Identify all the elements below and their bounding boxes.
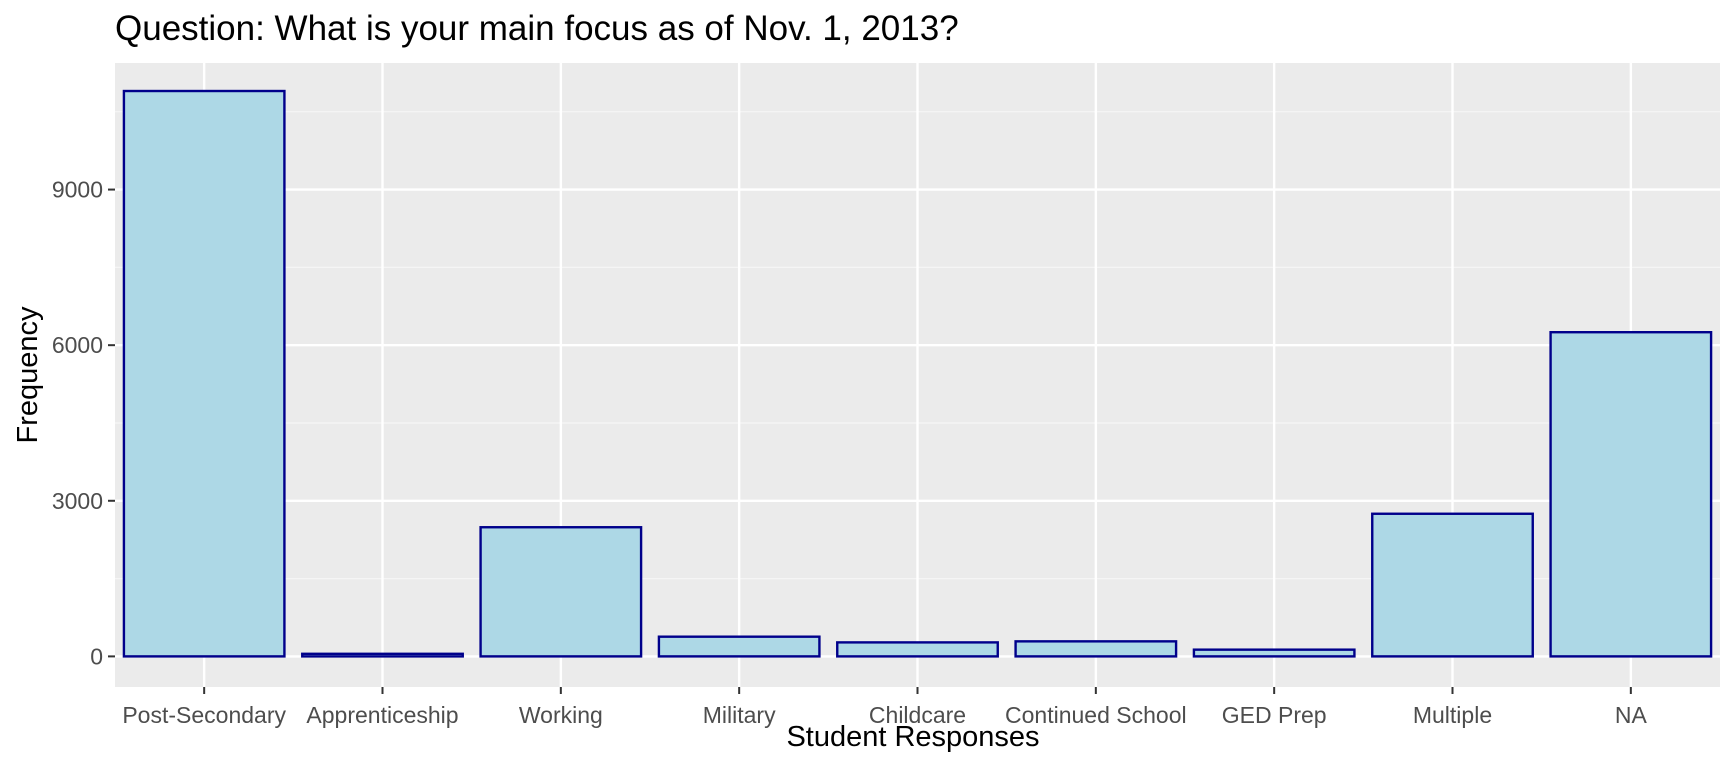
x-tick-label: NA	[1615, 702, 1648, 728]
x-axis-title: Student Responses	[786, 721, 1039, 753]
x-tick-label: Post-Secondary	[122, 702, 286, 728]
y-tick-label: 9000	[52, 177, 103, 203]
x-tick-label: Military	[703, 702, 776, 728]
bar-ged-prep	[1192, 648, 1356, 658]
bar-na	[1549, 331, 1713, 658]
x-tick-label: Childcare	[869, 702, 966, 728]
bar-childcare	[836, 641, 999, 658]
y-tick-label: 3000	[52, 488, 103, 514]
bar-working	[479, 526, 643, 658]
bar-continued-school	[1014, 640, 1178, 658]
y-tick-label: 0	[90, 643, 103, 669]
bar-multiple	[1371, 512, 1534, 658]
x-axis: Post-Secondary Apprenticeship Working Milit…	[122, 687, 1647, 728]
bar-military	[657, 635, 821, 658]
x-tick-label: Working	[519, 702, 603, 728]
x-tick-label: Apprenticeship	[306, 702, 458, 728]
bar-post-secondary	[122, 89, 286, 658]
bars	[122, 89, 1713, 658]
y-axis-title: Frequency	[12, 306, 44, 444]
x-tick-label: GED Prep	[1222, 702, 1327, 728]
y-axis: 0 3000 6000 9000	[52, 177, 115, 669]
bar-apprenticeship	[301, 652, 464, 658]
y-tick-label: 6000	[52, 332, 103, 358]
x-tick-label: Multiple	[1413, 702, 1492, 728]
x-tick-label: Continued School	[1005, 702, 1187, 728]
chart-title: Question: What is your main focus as of …	[115, 9, 959, 48]
